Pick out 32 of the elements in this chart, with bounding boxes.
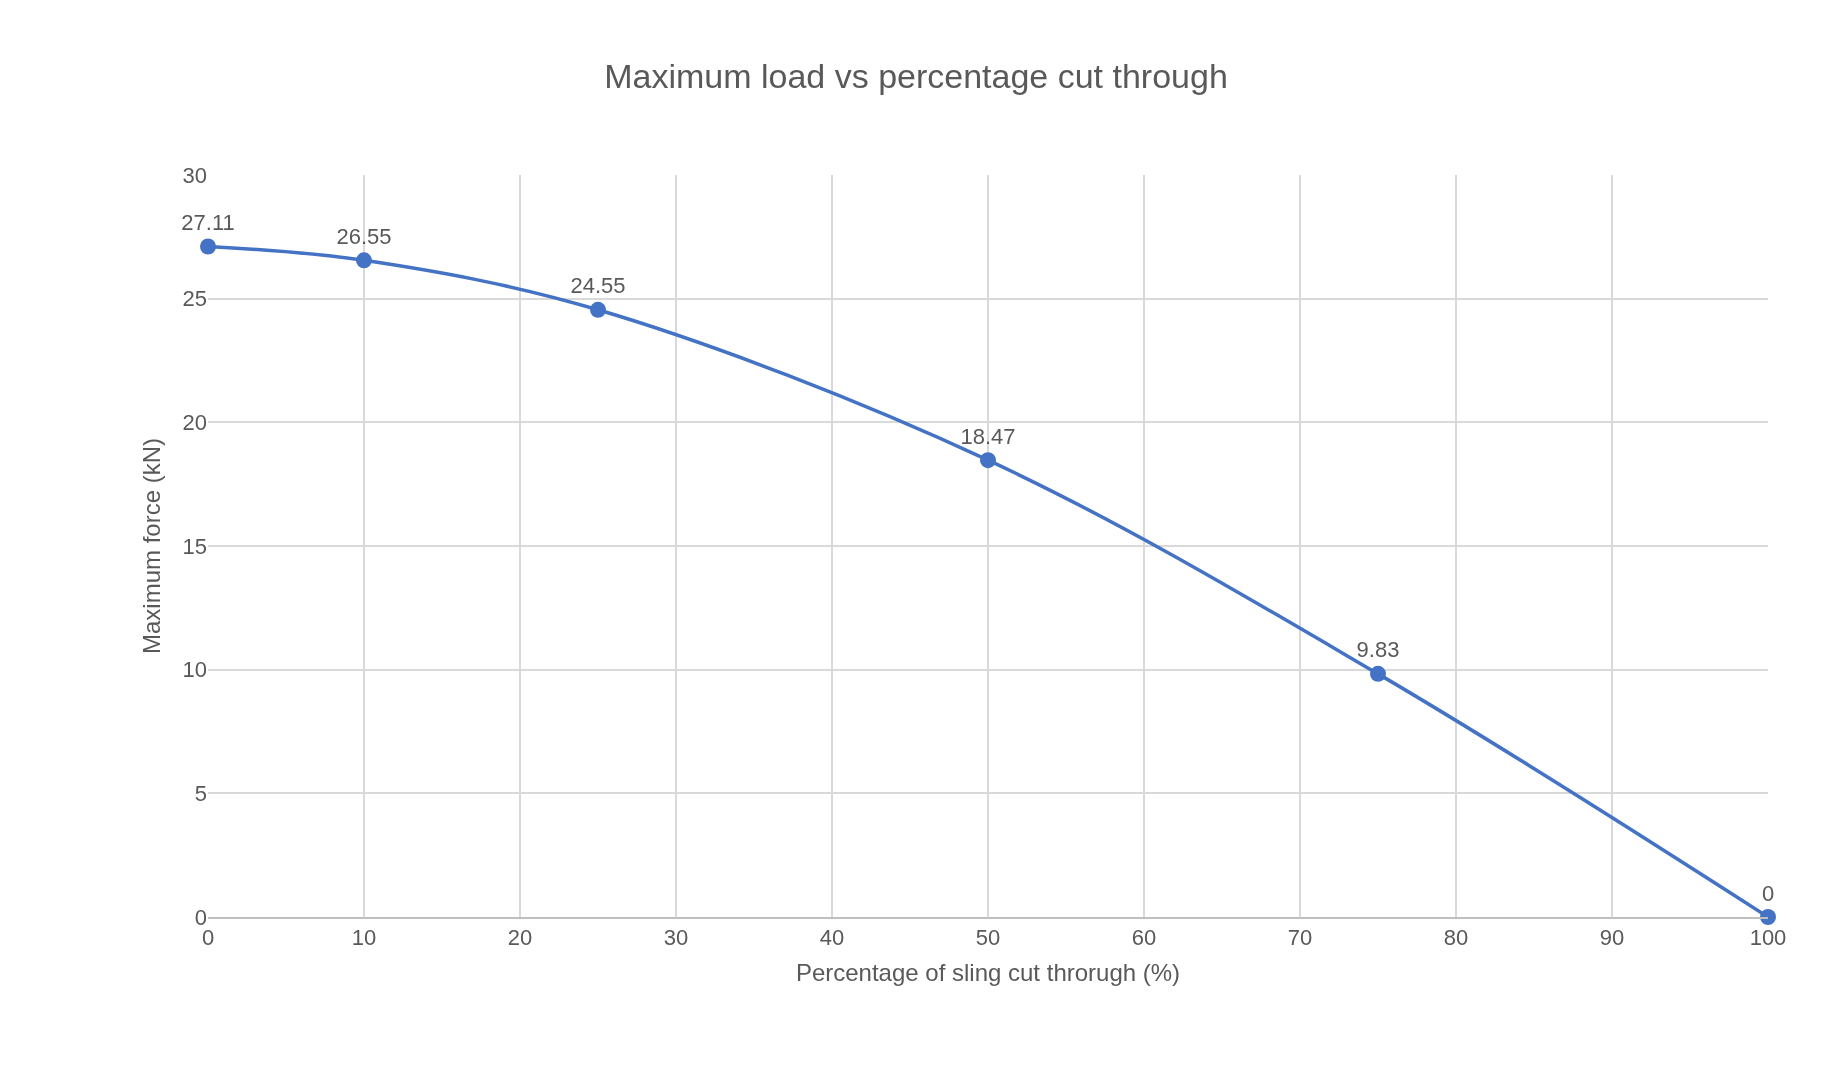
x-tick-label: 20 bbox=[507, 925, 533, 951]
data-label: 9.83 bbox=[1356, 637, 1400, 663]
data-label: 0 bbox=[1761, 880, 1775, 906]
data-label: 24.55 bbox=[570, 273, 626, 299]
y-axis-title: Maximum force (kN) bbox=[137, 437, 165, 655]
x-tick-label: 10 bbox=[351, 925, 377, 951]
x-tick-label: 80 bbox=[1443, 925, 1469, 951]
x-tick-label: 60 bbox=[1131, 925, 1157, 951]
y-tick-label: 15 bbox=[182, 533, 207, 559]
y-tick-label: 10 bbox=[182, 657, 207, 683]
y-tick-label: 25 bbox=[182, 286, 207, 312]
x-tick-label: 50 bbox=[975, 925, 1001, 951]
point bbox=[1370, 665, 1386, 682]
x-tick-label: 100 bbox=[1749, 925, 1787, 951]
point bbox=[980, 452, 996, 469]
y-tick-label: 20 bbox=[182, 410, 207, 436]
x-tick-label: 30 bbox=[663, 925, 689, 951]
y-tick-label: 5 bbox=[194, 781, 207, 807]
point bbox=[200, 238, 216, 255]
data-label: 26.55 bbox=[336, 223, 392, 249]
point bbox=[1760, 909, 1776, 925]
x-axis-title: Percentage of sling cut throrugh (%) bbox=[795, 959, 1181, 987]
point bbox=[356, 252, 372, 269]
data-label: 27.11 bbox=[181, 209, 235, 235]
x-tick-label: 40 bbox=[819, 925, 845, 951]
x-tick-label: 90 bbox=[1599, 925, 1625, 951]
y-tick-label: 30 bbox=[182, 162, 207, 188]
y-tick-label: 0 bbox=[194, 904, 207, 930]
chart-title: Maximum load vs percentage cut through bbox=[604, 57, 1228, 96]
x-tick-label: 70 bbox=[1287, 925, 1313, 951]
data-label: 18.47 bbox=[960, 423, 1016, 449]
point bbox=[590, 301, 606, 318]
